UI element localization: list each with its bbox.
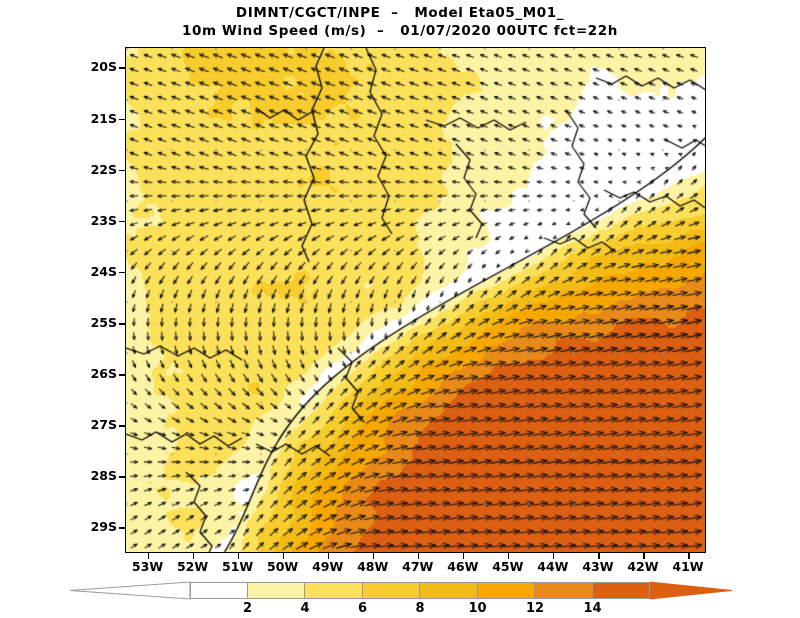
y-axis-label: 26S (90, 366, 117, 382)
map-plot-area (125, 47, 706, 553)
x-axis-label: 44W (537, 559, 569, 574)
colorbar-high-arrow (649, 581, 733, 600)
y-axis-label: 22S (90, 161, 117, 177)
x-axis-tick (687, 553, 690, 559)
y-axis-label: 23S (90, 212, 117, 228)
colorbar-band (477, 582, 535, 599)
colorbar-band (535, 582, 593, 599)
y-axis-label: 21S (90, 110, 117, 126)
colorbar-tick-label: 4 (300, 601, 310, 616)
colorbar-tick-label: 12 (525, 601, 545, 616)
x-axis-label: 47W (402, 559, 434, 574)
colorbar-band (247, 582, 305, 599)
colorbar-tick-label: 10 (468, 601, 487, 616)
x-axis-tick (642, 553, 645, 559)
colorbar-band (362, 582, 420, 599)
y-axis-label: 24S (90, 263, 117, 279)
chart-title: DIMNT/CGCT/INPE – Model Eta05_M01_ 10m W… (0, 4, 800, 40)
y-axis-tick (119, 527, 125, 530)
x-axis-tick (327, 553, 330, 559)
title-line-1: DIMNT/CGCT/INPE – Model Eta05_M01_ (235, 5, 565, 21)
colorbar-band (592, 582, 650, 599)
y-axis-label: 25S (90, 315, 117, 330)
x-axis-tick (192, 553, 195, 559)
colorbar-tick-label: 8 (415, 601, 425, 616)
colorbar: 2 4 6 8 10 12 14 (0, 578, 800, 618)
x-axis-tick (507, 553, 510, 559)
colorbar-low-arrow (69, 581, 191, 600)
x-axis-tick (237, 553, 240, 559)
y-axis-tick (119, 220, 125, 223)
x-axis-label: 48W (357, 559, 389, 574)
x-axis-label: 46W (447, 559, 479, 574)
x-axis-tick (147, 553, 150, 559)
colorbar-band (190, 582, 248, 599)
colorbar-tick-label: 6 (357, 601, 368, 616)
x-axis-label: 41W (672, 559, 704, 574)
x-axis-tick (417, 553, 420, 559)
x-axis-label: 51W (222, 559, 254, 574)
wind-vector-overlay (126, 48, 705, 552)
y-axis-tick (119, 169, 125, 172)
colorbar-extend-arrows (69, 581, 733, 600)
y-axis-tick (119, 425, 125, 427)
x-axis-label: 42W (627, 559, 659, 574)
y-axis-label: 20S (90, 59, 117, 75)
y-axis-label: 28S (90, 468, 117, 484)
x-axis-label: 43W (582, 559, 614, 574)
colorbar-bands (190, 582, 650, 599)
x-axis-tick (372, 553, 375, 559)
y-axis-tick (119, 67, 125, 70)
y-axis-tick (119, 118, 125, 121)
y-axis-label: 27S (90, 417, 117, 433)
x-axis-tick (282, 553, 285, 559)
y-axis-tick (119, 323, 125, 325)
colorbar-band (420, 582, 478, 599)
x-axis-tick (462, 553, 465, 559)
x-axis-label: 50W (267, 559, 299, 574)
y-axis-label: 29S (90, 519, 117, 535)
x-axis-tick (552, 553, 555, 559)
y-axis-tick (119, 374, 125, 376)
x-axis-label: 49W (312, 559, 344, 574)
y-axis-tick (119, 476, 125, 478)
x-axis-label: 45W (492, 559, 524, 574)
x-axis-tick (597, 553, 600, 559)
colorbar-tick-label: 14 (583, 601, 602, 616)
y-axis-tick (119, 271, 125, 274)
title-line-2: 10m Wind Speed (m/s) – 01/07/2020 00UTC … (181, 23, 619, 39)
colorbar-tick-label: 2 (242, 601, 253, 616)
x-axis-label: 52W (176, 559, 209, 574)
colorbar-band (305, 582, 363, 599)
x-axis-label: 53W (131, 559, 164, 574)
